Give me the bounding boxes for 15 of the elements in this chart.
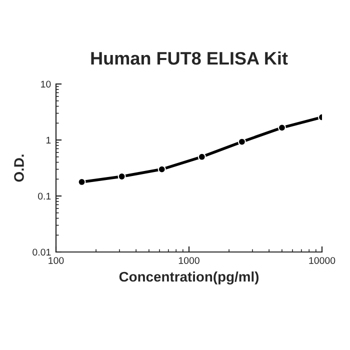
- y-tick-label: 0.01: [32, 248, 51, 256]
- y-tick-label: 0.1: [38, 192, 51, 200]
- point: [238, 138, 246, 146]
- x-tick-label: 10000: [309, 257, 336, 264]
- point: [118, 172, 126, 180]
- point: [278, 124, 286, 132]
- y-tick-label: 10: [41, 80, 51, 88]
- y-axis-title: O.D.: [14, 154, 24, 182]
- x-tick-label: 1000: [178, 257, 200, 264]
- chart-title: Human FUT8 ELISA Kit: [91, 51, 288, 65]
- point: [158, 165, 166, 174]
- y-tick-label: 1: [46, 136, 51, 144]
- x-tick-label: 100: [48, 257, 64, 264]
- point: [198, 152, 206, 161]
- x-axis-title: Concentration(pg/ml): [119, 271, 259, 284]
